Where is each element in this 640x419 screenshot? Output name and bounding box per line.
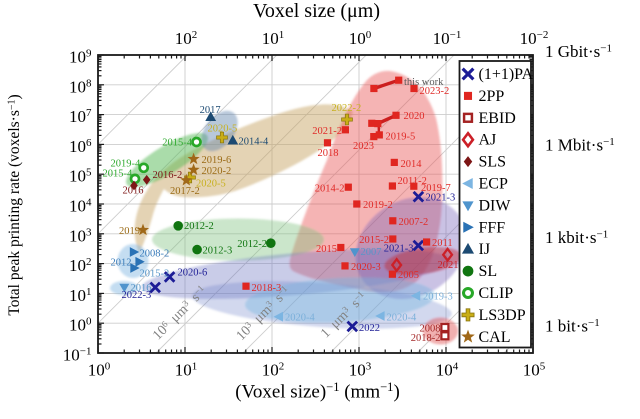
svg-text:SL: SL: [479, 263, 498, 280]
svg-text:2015: 2015: [316, 244, 337, 255]
svg-text:2017-2: 2017-2: [170, 186, 200, 197]
svg-text:CAL: CAL: [479, 329, 511, 346]
svg-text:2020-4: 2020-4: [387, 312, 417, 323]
svg-text:DIW: DIW: [479, 197, 512, 214]
svg-text:2012-3: 2012-3: [203, 245, 233, 256]
svg-text:2015-2: 2015-2: [359, 235, 389, 246]
svg-text:SLS: SLS: [479, 154, 507, 171]
svg-text:ECP: ECP: [479, 176, 508, 193]
svg-text:2011-2: 2011-2: [398, 176, 427, 187]
svg-text:2012: 2012: [111, 258, 132, 269]
svg-text:2021-3: 2021-3: [426, 193, 456, 204]
svg-text:(Voxel size)−1 (mm−1): (Voxel size)−1 (mm−1): [235, 380, 400, 403]
svg-text:2017: 2017: [200, 105, 221, 116]
svg-text:2018: 2018: [318, 148, 339, 159]
svg-text:2022: 2022: [359, 323, 380, 334]
svg-text:2015-4: 2015-4: [162, 137, 192, 148]
svg-text:102: 102: [262, 361, 285, 380]
svg-text:2008: 2008: [420, 324, 441, 335]
svg-text:2019: 2019: [119, 226, 140, 237]
svg-text:2022-3: 2022-3: [122, 290, 152, 301]
svg-text:2019-7: 2019-7: [421, 183, 451, 194]
svg-text:2014-4: 2014-4: [239, 137, 269, 148]
svg-text:2023-2: 2023-2: [420, 86, 450, 97]
svg-text:2021: 2021: [438, 260, 459, 271]
svg-text:101: 101: [175, 361, 198, 380]
svg-text:this work: this work: [404, 77, 444, 88]
svg-text:2019-2: 2019-2: [363, 200, 393, 211]
svg-text:2015-2: 2015-2: [140, 268, 170, 279]
svg-text:2012-2: 2012-2: [184, 221, 214, 232]
svg-text:2020: 2020: [404, 111, 425, 122]
svg-text:2023: 2023: [353, 141, 374, 152]
svg-text:2016: 2016: [123, 186, 144, 197]
svg-text:(1+1)PA: (1+1)PA: [479, 66, 534, 83]
svg-text:IJ: IJ: [479, 241, 491, 258]
svg-text:2020-5: 2020-5: [208, 124, 238, 135]
svg-text:2018-2: 2018-2: [411, 333, 441, 344]
svg-text:2020-4: 2020-4: [285, 312, 315, 323]
svg-text:2007: 2007: [361, 247, 382, 258]
svg-text:2PP: 2PP: [479, 88, 505, 105]
svg-text:2019-4: 2019-4: [111, 159, 141, 170]
svg-text:2015-4: 2015-4: [103, 169, 133, 180]
svg-text:2014: 2014: [401, 159, 423, 170]
svg-text:2014-2: 2014-2: [315, 184, 345, 195]
svg-text:2022-2: 2022-2: [332, 103, 362, 114]
svg-text:102: 102: [175, 29, 198, 48]
svg-text:2011: 2011: [432, 238, 453, 249]
svg-text:AJ: AJ: [479, 132, 497, 149]
svg-text:2020-3: 2020-3: [351, 262, 381, 273]
svg-text:CLIP: CLIP: [479, 285, 514, 302]
svg-text:101: 101: [262, 29, 285, 48]
svg-text:2016-2: 2016-2: [153, 170, 183, 181]
svg-text:FFF: FFF: [479, 219, 506, 236]
svg-text:2005: 2005: [398, 270, 419, 281]
svg-text:2020-6: 2020-6: [178, 268, 208, 279]
svg-text:2020-2: 2020-2: [202, 166, 232, 177]
svg-text:2021-2: 2021-2: [312, 126, 342, 137]
svg-text:2019-6: 2019-6: [202, 155, 232, 166]
svg-text:1 bit·s−1: 1 bit·s−1: [545, 317, 600, 336]
svg-text:EBID: EBID: [479, 110, 516, 127]
svg-text:2016: 2016: [131, 283, 152, 294]
svg-text:LS3DP: LS3DP: [479, 307, 526, 324]
svg-text:2007-2: 2007-2: [399, 217, 429, 228]
svg-text:2019-3: 2019-3: [423, 292, 453, 303]
svg-text:2008-2: 2008-2: [140, 248, 170, 259]
svg-text:2012-2: 2012-2: [237, 239, 267, 250]
svg-text:2018-3: 2018-3: [252, 283, 282, 294]
svg-text:2019-5: 2019-5: [386, 131, 416, 142]
svg-text:Total peak printing rate (voxe: Total peak printing rate (voxels·s−1): [6, 94, 23, 315]
svg-text:1 kbit·s−1: 1 kbit·s−1: [545, 228, 608, 247]
svg-text:1 Mbit·s−1: 1 Mbit·s−1: [545, 136, 615, 155]
svg-text:2021-3: 2021-3: [384, 244, 414, 255]
svg-text:102: 102: [69, 256, 92, 275]
svg-text:101: 101: [69, 286, 92, 305]
svg-text:2020-5: 2020-5: [196, 179, 226, 190]
svg-text:Voxel size (μm): Voxel size (μm): [253, 0, 380, 22]
svg-text:1 Gbit·s−1: 1 Gbit·s−1: [545, 42, 612, 61]
